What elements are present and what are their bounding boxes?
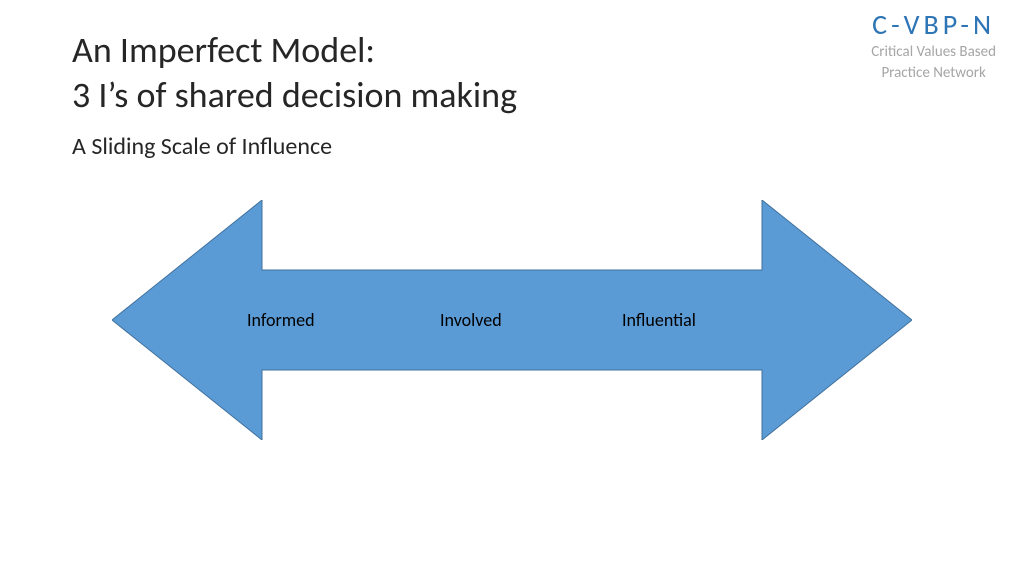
- logo: C-VBP-N Critical Values Based Practice N…: [871, 10, 996, 84]
- arrow-label-informed: Informed: [247, 309, 315, 331]
- logo-sub-line-2: Practice Network: [871, 64, 996, 84]
- logo-main-text: C-VBP-N: [871, 10, 996, 41]
- arrow-polygon: [112, 200, 912, 440]
- arrow-label-involved: Involved: [440, 309, 502, 331]
- title-line-2: 3 I’s of shared decision making: [72, 73, 517, 118]
- logo-sub-line-1: Critical Values Based: [871, 43, 996, 63]
- arrow-label-influential: Influential: [622, 309, 696, 331]
- title-line-1: An Imperfect Model:: [72, 28, 517, 73]
- slide-title: An Imperfect Model: 3 I’s of shared deci…: [72, 28, 517, 118]
- double-arrow-diagram: Informed Involved Influential: [112, 200, 912, 440]
- slide-subtitle: A Sliding Scale of Influence: [72, 132, 332, 161]
- double-arrow-shape: [112, 200, 912, 440]
